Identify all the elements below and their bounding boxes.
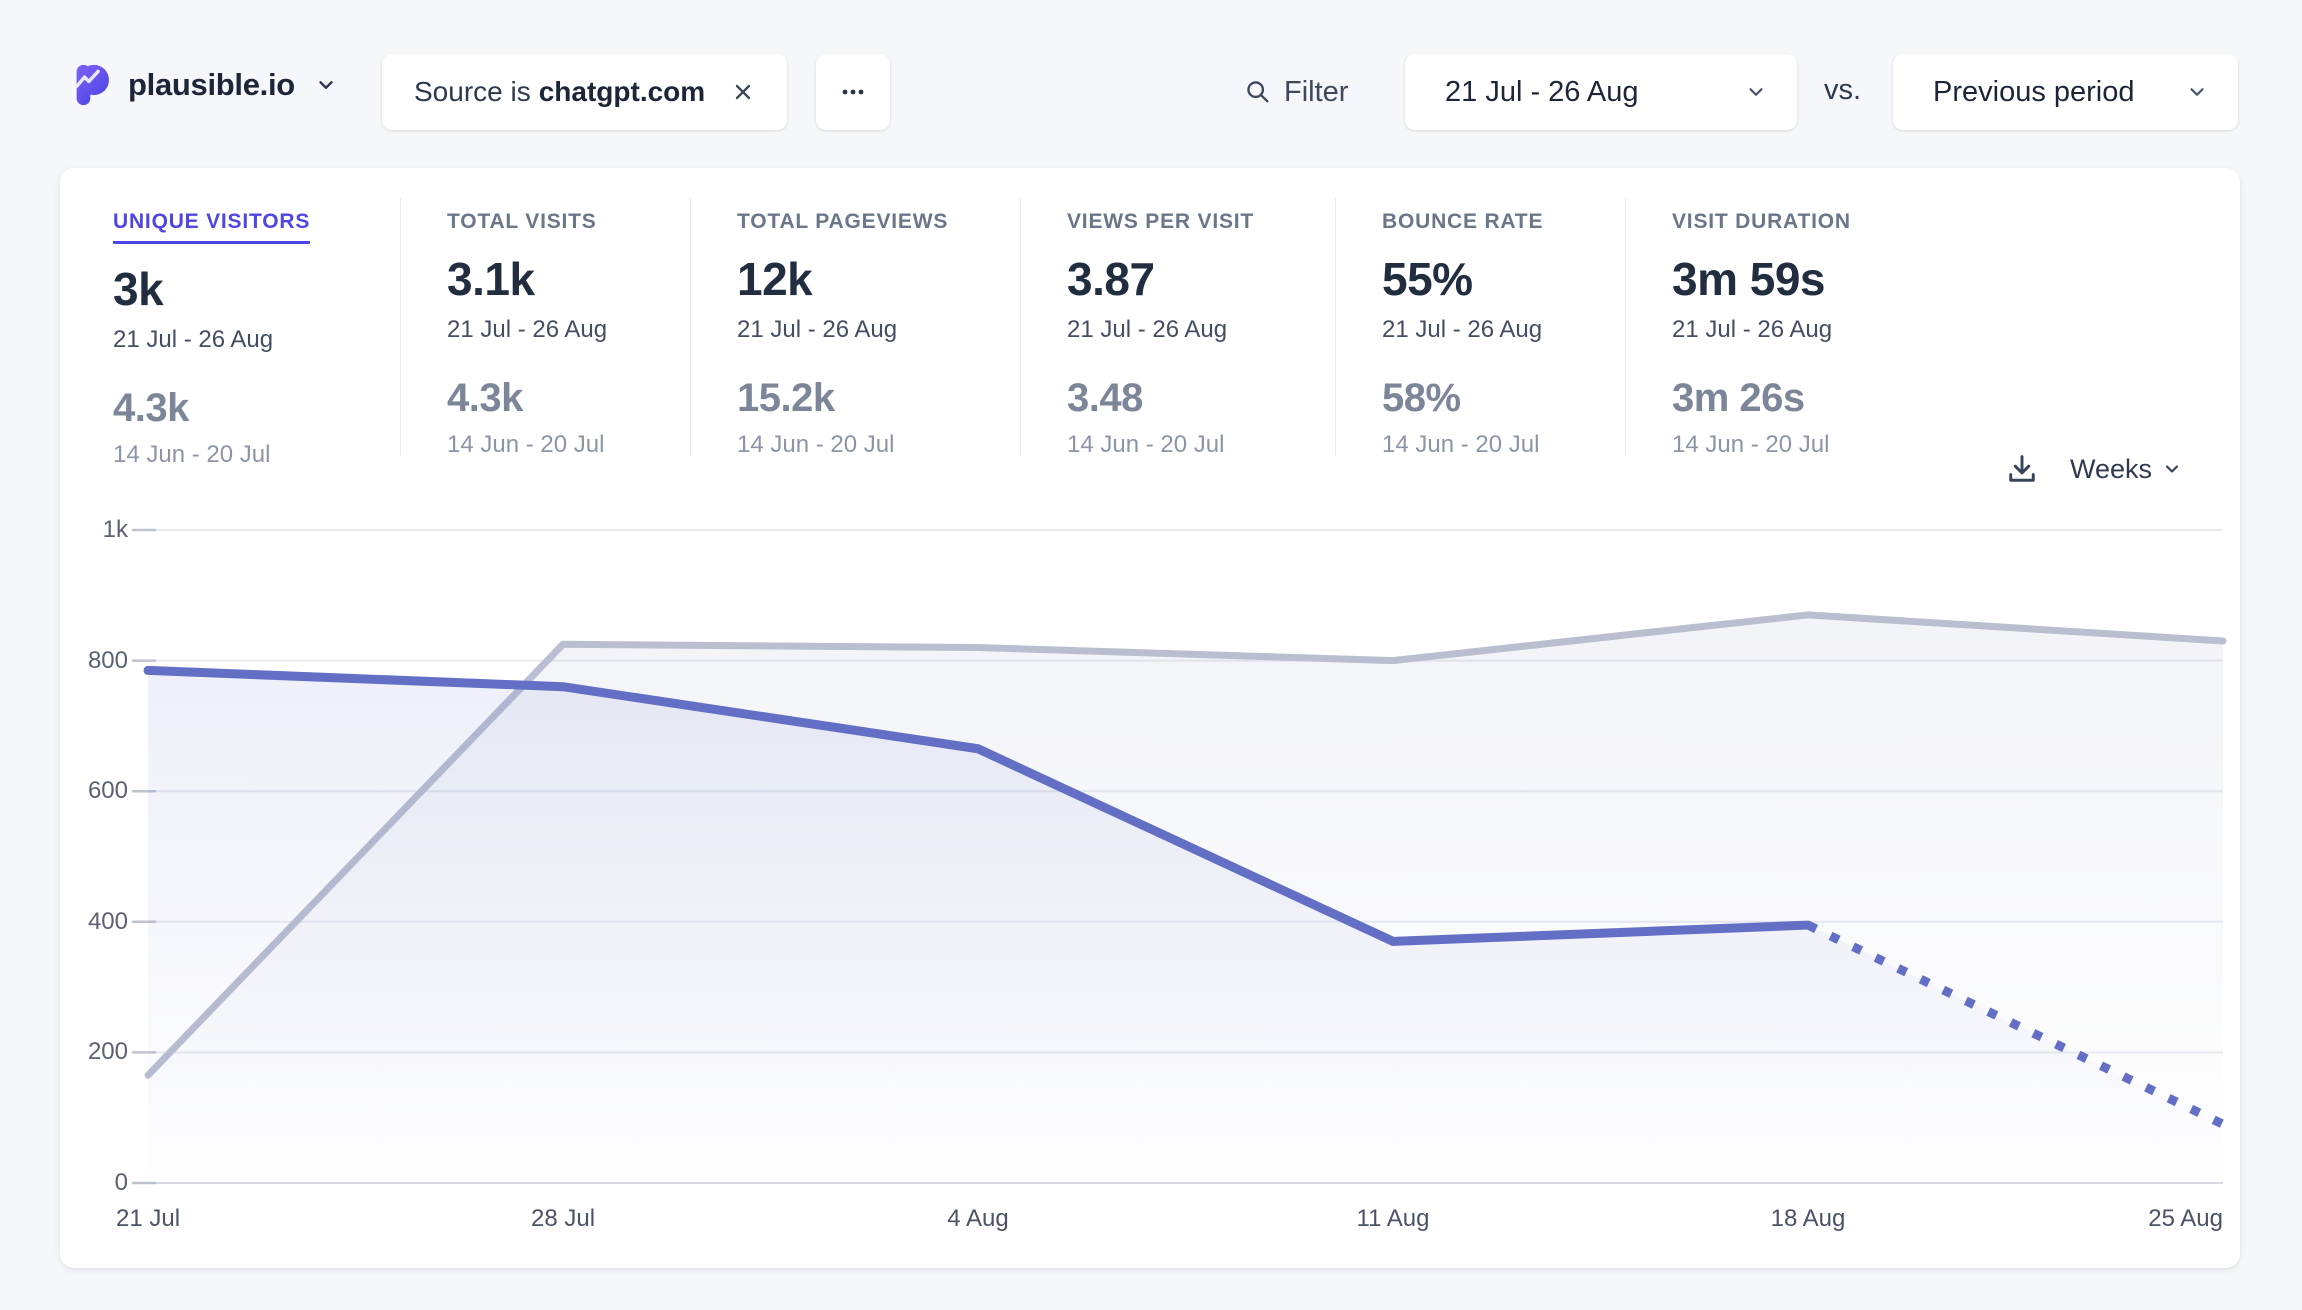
site-name: plausible.io [128,67,295,102]
metric-value: 3k [113,263,164,315]
chevron-down-icon [2190,88,2204,96]
metric-prev-period: 14 Jun - 20 Jul [447,431,605,458]
y-tick-label: 0 [114,1169,128,1196]
filter-chip-prefix: Source is [414,76,531,107]
chevron-down-icon [1749,88,1763,96]
filter-chip-source[interactable]: Source is chatgpt.com [382,54,788,130]
chart-controls: Weeks [2004,451,2182,487]
metric-period: 21 Jul - 26 Aug [447,316,608,343]
metric-label: BOUNCE RATE [1382,210,1544,233]
filter-chip-value: chatgpt.com [538,76,706,107]
metric-period: 21 Jul - 26 Aug [1672,316,1833,343]
vs-label: vs. [1824,74,1862,106]
metric-label: UNIQUE VISITORS [113,210,311,244]
metric-label: VISIT DURATION [1672,210,1851,233]
metric-value: 3.87 [1067,253,1155,305]
metric-bounce-rate[interactable]: BOUNCE RATE 55% 21 Jul - 26 Aug 58% 14 J… [1335,198,1625,458]
metric-prev-value: 3m 26s [1672,376,1805,420]
y-tick-label: 800 [87,646,128,674]
metric-period: 21 Jul - 26 Aug [1382,316,1543,343]
metric-prev-value: 4.3k [447,376,523,420]
y-axis-labels: 0 200 400 600 800 1k [66,516,128,1196]
metric-label: TOTAL VISITS [447,210,597,233]
date-range-value: 21 Jul - 26 Aug [1445,75,1639,108]
metric-period: 21 Jul - 26 Aug [113,326,274,353]
filter-button[interactable]: Filter [1244,54,1348,130]
metric-prev-value: 15.2k [737,376,835,420]
metric-prev-period: 14 Jun - 20 Jul [1382,431,1540,458]
y-tick-label: 200 [87,1038,128,1066]
metric-period: 21 Jul - 26 Aug [1067,316,1228,343]
interval-select[interactable]: Weeks [2070,454,2182,485]
analytics-card: UNIQUE VISITORS 3k 21 Jul - 26 Aug 4.3k … [60,168,2240,1268]
metric-period: 21 Jul - 26 Aug [737,316,898,343]
metric-value: 55% [1382,253,1473,305]
x-tick-label: 18 Aug [1770,1205,1846,1232]
visitors-chart [132,528,2227,1185]
metric-total-visits[interactable]: TOTAL VISITS 3.1k 21 Jul - 26 Aug 4.3k 1… [400,198,690,458]
comparison-select[interactable]: Previous period [1893,54,2238,130]
metric-value: 12k [737,253,813,305]
x-axis-labels: 21 Jul 28 Jul 4 Aug 11 Aug 18 Aug 25 Aug [116,1205,2223,1239]
metric-prev-value: 3.48 [1067,376,1143,420]
filter-button-label: Filter [1284,75,1349,108]
metric-prev-period: 14 Jun - 20 Jul [113,441,271,468]
metric-label: VIEWS PER VISIT [1067,210,1255,233]
site-switcher[interactable]: plausible.io [68,62,337,108]
y-tick-label: 600 [87,777,128,805]
metric-value: 3m 59s [1672,253,1826,305]
chevron-down-icon [2165,465,2179,473]
chevron-down-icon [319,81,333,89]
y-tick-label: 400 [87,907,128,935]
metric-prev-value: 4.3k [113,386,189,430]
comparison-value: Previous period [1933,75,2135,108]
metric-prev-period: 14 Jun - 20 Jul [1067,431,1225,458]
x-tick-label: 28 Jul [530,1205,596,1232]
metric-unique-visitors[interactable]: UNIQUE VISITORS 3k 21 Jul - 26 Aug 4.3k … [113,198,400,468]
metric-label: TOTAL PAGEVIEWS [737,210,949,233]
metric-prev-period: 14 Jun - 20 Jul [1672,431,1830,458]
x-tick-label: 11 Aug [1356,1205,1430,1232]
date-range-select[interactable]: 21 Jul - 26 Aug [1405,54,1797,130]
x-tick-label: 4 Aug [947,1205,1009,1232]
interval-value: Weeks [2069,453,2152,484]
y-tick-label: 1k [102,516,128,543]
metric-value: 3.1k [447,253,535,305]
download-icon[interactable] [2004,451,2040,487]
more-filters-button[interactable] [816,54,890,130]
metric-visit-duration[interactable]: VISIT DURATION 3m 59s 21 Jul - 26 Aug 3m… [1625,198,2210,458]
metric-prev-value: 58% [1382,376,1461,420]
metric-total-pageviews[interactable]: TOTAL PAGEVIEWS 12k 21 Jul - 26 Aug 15.2… [690,198,1020,458]
x-tick-label: 21 Jul [115,1205,181,1232]
metric-prev-period: 14 Jun - 20 Jul [737,431,895,458]
plausible-logo-icon [74,64,109,106]
ellipsis-icon [842,89,864,95]
metrics-row: UNIQUE VISITORS 3k 21 Jul - 26 Aug 4.3k … [113,198,2210,468]
metric-views-per-visit[interactable]: VIEWS PER VISIT 3.87 21 Jul - 26 Aug 3.4… [1020,198,1335,458]
close-icon[interactable] [731,80,755,104]
x-tick-label: 25 Aug [2148,1205,2223,1232]
search-icon [1247,81,1269,103]
